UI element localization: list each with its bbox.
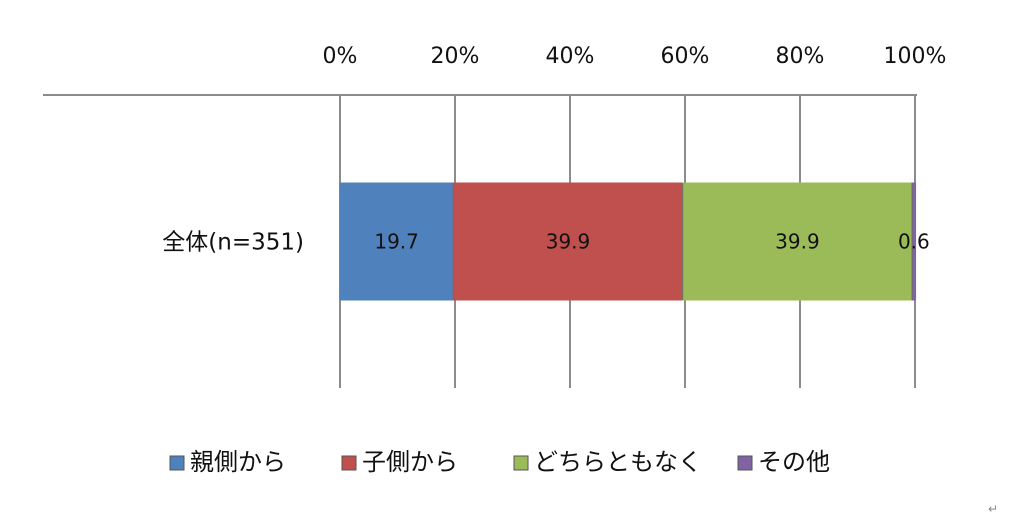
paragraph-mark: ↵ (988, 502, 998, 516)
x-tick-label: 80% (776, 44, 825, 69)
x-tick-label: 20% (431, 44, 480, 69)
x-tick-label: 40% (546, 44, 595, 69)
legend-swatch (513, 455, 529, 471)
data-label: 19.7 (374, 230, 419, 254)
legend-label: 親側から (190, 448, 286, 476)
data-label: 0.6 (898, 230, 930, 254)
legend-swatch (341, 455, 357, 471)
x-axis-ticks: 0% 20% 40% 60% 80% 100% (323, 44, 947, 69)
legend-swatch (737, 455, 753, 471)
legend-label: どちらともなく (534, 448, 702, 476)
bar-segment (339, 182, 454, 301)
data-label: 39.9 (775, 230, 820, 254)
x-tick-label: 100% (884, 44, 947, 69)
bar-segment (682, 182, 913, 301)
legend: 親側から 子側から どちらともなく その他 (169, 448, 830, 476)
category-labels: 全体(n=351) (162, 230, 304, 256)
x-tick-label: 60% (661, 44, 710, 69)
bar-segment (452, 182, 684, 301)
bars: 19.7 39.9 39.9 0.6 (339, 182, 930, 301)
x-tick-label: 0% (323, 44, 358, 69)
legend-label: その他 (758, 448, 830, 476)
category-label: 全体(n=351) (162, 230, 304, 256)
legend-swatch (169, 455, 185, 471)
legend-label: 子側から (362, 448, 458, 476)
data-label: 39.9 (546, 230, 591, 254)
